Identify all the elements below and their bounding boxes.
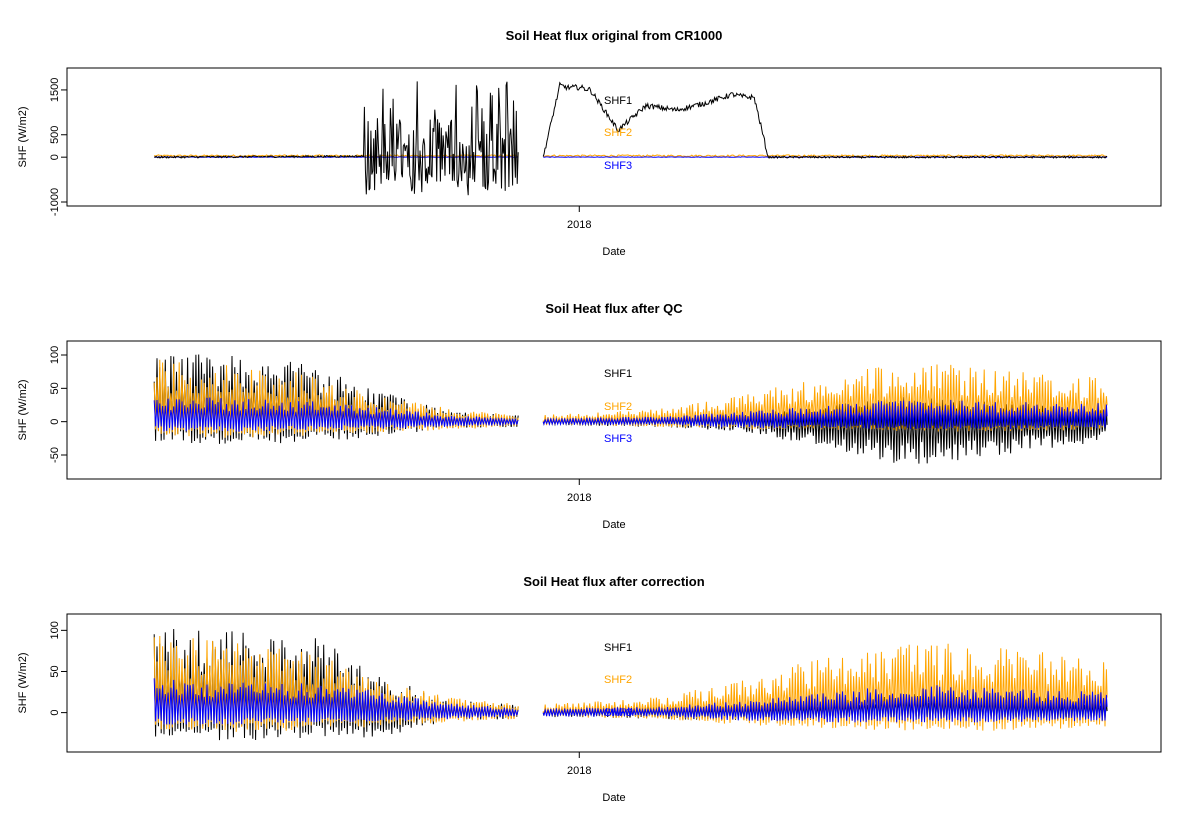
y-tick-label: 50	[49, 665, 61, 677]
plot-frame	[66, 613, 1162, 753]
x-axis-label: Date	[602, 519, 625, 531]
plot-area	[153, 354, 1108, 464]
y-tick-label: 1500	[49, 78, 61, 102]
legend-entry-shf1: SHF1	[604, 95, 632, 107]
legend: SHF1 SHF2 SHF3	[604, 368, 632, 445]
x-tick-label: 2018	[567, 765, 591, 777]
y-tick-label: 0	[49, 154, 61, 160]
y-tick-label: -1000	[49, 188, 61, 216]
x-tick-label: 2018	[567, 219, 591, 231]
y-tick-label: 0	[49, 419, 61, 425]
y-tick-label: 50	[49, 382, 61, 394]
x-axis: 2018	[567, 206, 592, 231]
y-axis-label: SHF (W/m2)	[17, 106, 29, 167]
legend-entry-shf3: SHF3	[604, 433, 632, 445]
x-tick-label: 2018	[567, 492, 591, 504]
legend-entry-shf2: SHF2	[604, 127, 632, 139]
legend-entry-shf3: SHF3	[604, 707, 632, 719]
plot-area	[154, 81, 1108, 196]
chart-title: Soil Heat flux original from CR1000	[506, 28, 723, 43]
legend: SHF1 SHF2 SHF3	[604, 642, 632, 719]
series-line-shf2	[154, 154, 1108, 158]
plot-frame	[66, 67, 1162, 207]
legend-entry-shf1: SHF1	[604, 368, 632, 380]
x-axis: 2018	[567, 752, 592, 777]
series-line-shf1	[154, 81, 1108, 196]
chart-title: Soil Heat flux after correction	[523, 574, 704, 589]
panel-original: Soil Heat flux original from CR1000 -100…	[17, 28, 1162, 258]
y-axis: 0 50 100	[49, 621, 67, 716]
x-axis-label: Date	[602, 246, 625, 258]
y-tick-label: 500	[49, 126, 61, 144]
legend: SHF1 SHF2 SHF3	[604, 95, 632, 172]
y-axis-label: SHF (W/m2)	[17, 652, 29, 713]
series-line-shf3	[153, 397, 1108, 432]
panel-after-correction: Soil Heat flux after correction 0 50 100 2…	[17, 574, 1162, 804]
series-line-shf3	[153, 678, 1108, 725]
legend-entry-shf3: SHF3	[604, 160, 632, 172]
panel-after-qc: Soil Heat flux after QC -50 0 50 100 2018 D…	[17, 301, 1162, 531]
x-axis: 2018	[567, 479, 592, 504]
plot-frame	[66, 340, 1162, 480]
legend-entry-shf1: SHF1	[604, 642, 632, 654]
y-tick-label: 100	[49, 621, 61, 639]
y-axis-label: SHF (W/m2)	[17, 379, 29, 440]
plot-area	[153, 628, 1108, 741]
x-axis-label: Date	[602, 792, 625, 804]
chart-title: Soil Heat flux after QC	[545, 301, 683, 316]
y-tick-label: 0	[49, 710, 61, 716]
legend-entry-shf2: SHF2	[604, 674, 632, 686]
y-tick-label: 100	[49, 346, 61, 364]
y-axis: -1000 0 500 1500	[49, 78, 67, 216]
legend-entry-shf2: SHF2	[604, 401, 632, 413]
y-axis: -50 0 50 100	[49, 346, 67, 463]
y-tick-label: -50	[49, 447, 61, 463]
